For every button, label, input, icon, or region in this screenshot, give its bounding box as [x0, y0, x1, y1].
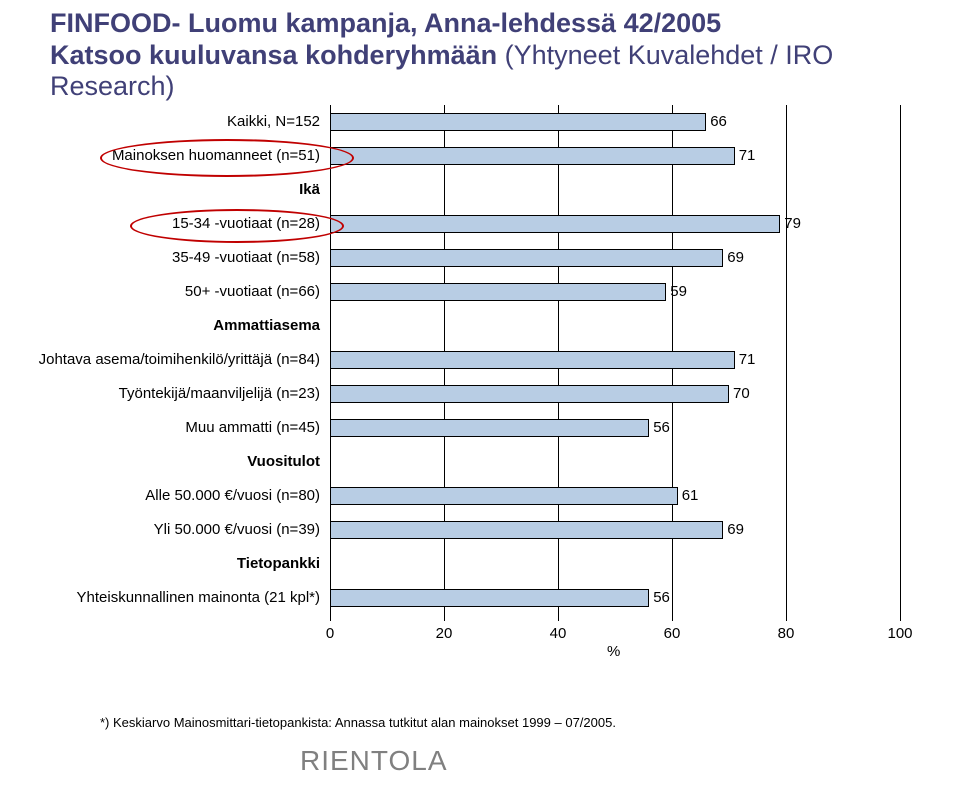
page-subtitle: Katsoo kuuluvansa kohderyhmään (Yhtyneet…: [50, 40, 960, 102]
brand-name: RIENTOLA: [300, 745, 448, 777]
bar-value: 56: [653, 419, 670, 436]
bar-value: 61: [682, 487, 699, 504]
bar-value: 59: [670, 283, 687, 300]
grid-line: [900, 105, 901, 621]
x-axis-title: %: [607, 643, 620, 660]
bar-value: 70: [733, 385, 750, 402]
bar: [330, 385, 729, 403]
category-label: Muu ammatti (n=45): [185, 419, 320, 436]
highlight-ellipse: [130, 209, 344, 243]
grid-line: [786, 105, 787, 621]
bar: [330, 521, 723, 539]
bar: [330, 113, 706, 131]
bar-chart: 020406080100%Kaikki, N=15266Mainoksen hu…: [0, 95, 960, 655]
section-label: Ikä: [299, 181, 320, 198]
highlight-ellipse: [100, 139, 354, 177]
bar: [330, 249, 723, 267]
bar: [330, 487, 678, 505]
category-label: Yhteiskunnallinen mainonta (21 kpl*): [77, 589, 320, 606]
x-tick: 0: [326, 625, 334, 642]
bar: [330, 283, 666, 301]
bar-value: 56: [653, 589, 670, 606]
section-label: Tietopankki: [237, 555, 320, 572]
bar: [330, 351, 735, 369]
category-label: Alle 50.000 €/vuosi (n=80): [145, 487, 320, 504]
x-tick: 40: [550, 625, 567, 642]
bar-value: 71: [739, 351, 756, 368]
section-label: Vuositulot: [247, 453, 320, 470]
bar: [330, 419, 649, 437]
bar-value: 69: [727, 521, 744, 538]
page-title: FINFOOD- Luomu kampanja, Anna-lehdessä 4…: [50, 8, 721, 39]
x-tick: 60: [664, 625, 681, 642]
bar: [330, 589, 649, 607]
x-tick: 20: [436, 625, 453, 642]
subtitle-main: Katsoo kuuluvansa kohderyhmään: [50, 40, 505, 70]
category-label: Johtava asema/toimihenkilö/yrittäjä (n=8…: [39, 351, 320, 368]
bar-value: 71: [739, 147, 756, 164]
category-label: Yli 50.000 €/vuosi (n=39): [154, 521, 320, 538]
x-tick: 80: [778, 625, 795, 642]
x-tick: 100: [887, 625, 912, 642]
section-label: Ammattiasema: [213, 317, 320, 334]
bar-value: 66: [710, 113, 727, 130]
bar: [330, 147, 735, 165]
bar-value: 69: [727, 249, 744, 266]
category-label: Kaikki, N=152: [227, 113, 320, 130]
bar-value: 79: [784, 215, 801, 232]
category-label: 35-49 -vuotiaat (n=58): [172, 249, 320, 266]
category-label: Työntekijä/maanviljelijä (n=23): [119, 385, 320, 402]
bar: [330, 215, 780, 233]
category-label: 50+ -vuotiaat (n=66): [185, 283, 320, 300]
footnote: *) Keskiarvo Mainosmittari-tietopankista…: [100, 715, 616, 730]
